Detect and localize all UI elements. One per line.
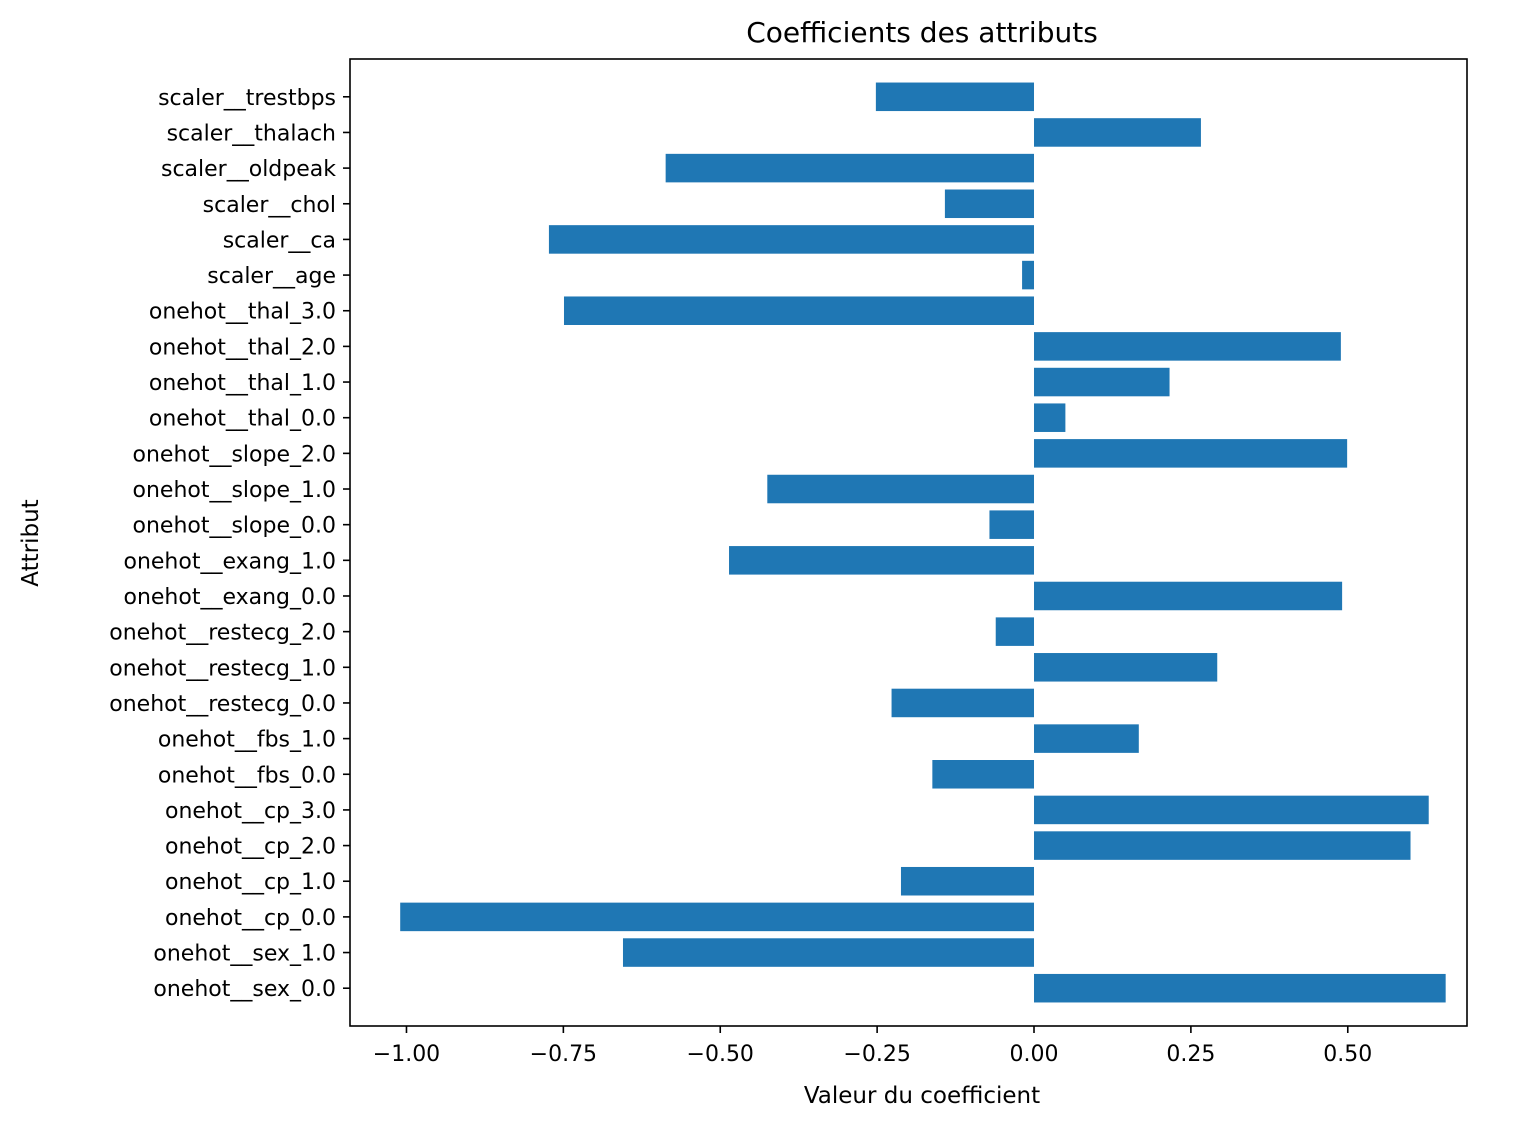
x-tick-label: −0.75	[530, 1042, 597, 1067]
y-tick-label: onehot__exang_0.0	[123, 585, 336, 610]
bar-onehot-slope-0-0	[989, 510, 1035, 539]
chart-title: Coefficients des attributs	[746, 16, 1098, 49]
y-tick-label: onehot__thal_0.0	[149, 407, 336, 432]
bar-scaler-trestbps	[875, 82, 1035, 112]
plot-area-frame	[349, 58, 1468, 1027]
bar-onehot-thal-1-0	[1034, 367, 1170, 397]
bar-scaler-ca	[548, 225, 1035, 254]
x-tick-label: −1.00	[373, 1042, 440, 1067]
bar-onehot-sex-0-0	[1034, 973, 1446, 1003]
bar-onehot-slope-2-0	[1034, 439, 1348, 468]
y-tick-label: scaler__thalach	[167, 121, 336, 146]
bar-onehot-cp-2-0	[1034, 831, 1411, 860]
bar-onehot-slope-1-0	[767, 474, 1035, 504]
bar-onehot-exang-1-0	[729, 546, 1035, 575]
y-tick-label: scaler__oldpeak	[161, 157, 336, 182]
bar-onehot-thal-0-0	[1034, 403, 1066, 432]
bar-onehot-fbs-1-0	[1034, 724, 1139, 753]
bar-scaler-chol	[944, 189, 1035, 219]
bar-scaler-age	[1022, 260, 1035, 290]
y-tick-label: onehot__thal_1.0	[149, 371, 336, 396]
y-tick-label: onehot__cp_3.0	[165, 799, 336, 824]
x-axis-ticks: −1.00 −0.75 −0.50 −0.25 0.00 0.25 0.50	[373, 1026, 1372, 1067]
x-tick-label: 0.00	[1010, 1042, 1059, 1067]
bar-scaler-oldpeak	[665, 153, 1035, 183]
x-tick-label: −0.50	[687, 1042, 754, 1067]
bars-layer	[400, 82, 1446, 1003]
y-tick-label: onehot__cp_2.0	[165, 835, 336, 860]
bar-onehot-restecg-2-0	[995, 617, 1035, 646]
bar-onehot-cp-3-0	[1034, 795, 1429, 825]
y-tick-label: onehot__restecg_1.0	[109, 656, 336, 681]
bar-onehot-cp-0-0	[400, 902, 1035, 932]
x-tick-label: 0.50	[1323, 1042, 1372, 1067]
x-axis-label: Valeur du coefficient	[804, 1083, 1040, 1109]
y-tick-label: onehot__cp_1.0	[165, 870, 336, 895]
bar-onehot-exang-0-0	[1034, 581, 1343, 611]
y-tick-label: onehot__restecg_2.0	[109, 621, 336, 646]
y-tick-label: scaler__ca	[223, 228, 336, 253]
bar-scaler-thalach	[1034, 118, 1201, 147]
y-tick-label: onehot__cp_0.0	[165, 906, 336, 931]
y-tick-label: scaler__chol	[203, 193, 336, 218]
bar-onehot-restecg-1-0	[1034, 653, 1218, 682]
y-tick-label: onehot__sex_0.0	[153, 977, 336, 1002]
bar-onehot-cp-1-0	[900, 866, 1035, 896]
bar-onehot-fbs-0-0	[932, 760, 1035, 789]
y-tick-label: onehot__thal_3.0	[149, 300, 336, 325]
y-tick-label: onehot__exang_1.0	[123, 549, 336, 574]
y-tick-label: onehot__slope_1.0	[133, 478, 337, 503]
x-tick-label: −0.25	[843, 1042, 910, 1067]
bar-onehot-restecg-0-0	[891, 688, 1035, 718]
y-axis-label: Attribut	[18, 499, 44, 586]
bar-onehot-thal-3-0	[563, 296, 1035, 325]
y-tick-label: scaler__trestbps	[158, 86, 336, 111]
y-axis-ticks: onehot__sex_0.0 onehot__sex_1.0 onehot__cp…	[109, 86, 350, 1002]
bar-onehot-thal-2-0	[1034, 332, 1341, 361]
x-tick-label: 0.25	[1166, 1042, 1215, 1067]
bar-onehot-sex-1-0	[622, 938, 1035, 967]
y-tick-label: onehot__fbs_1.0	[158, 728, 336, 753]
y-tick-label: onehot__restecg_0.0	[109, 692, 336, 717]
y-tick-label: onehot__fbs_0.0	[158, 763, 336, 788]
y-tick-label: onehot__sex_1.0	[153, 942, 336, 967]
y-tick-label: onehot__slope_0.0	[133, 514, 337, 539]
y-tick-label: onehot__slope_2.0	[133, 442, 337, 467]
y-tick-label: onehot__thal_2.0	[149, 335, 336, 360]
y-tick-label: scaler__age	[207, 264, 336, 289]
